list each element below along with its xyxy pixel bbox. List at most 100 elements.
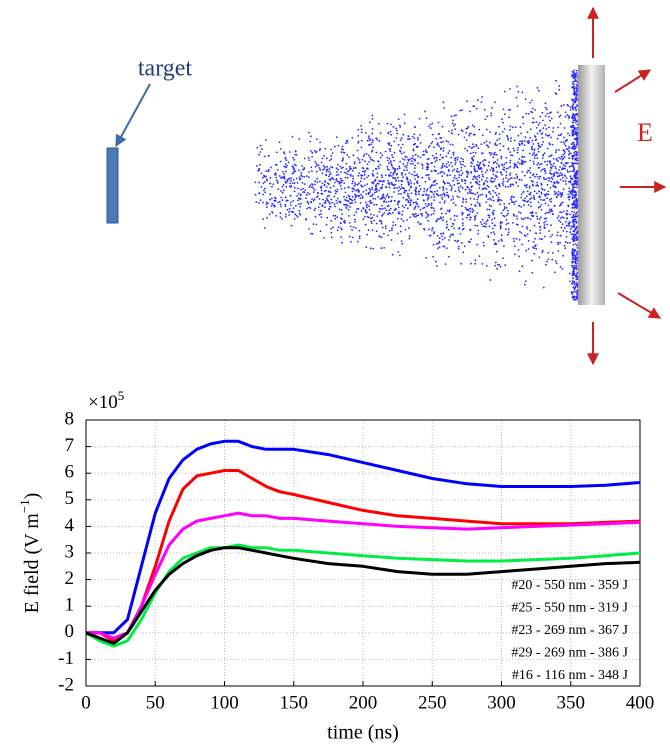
particle bbox=[453, 228, 455, 230]
particle bbox=[494, 154, 496, 156]
particle bbox=[383, 247, 385, 249]
particle bbox=[477, 192, 479, 194]
particle bbox=[414, 189, 416, 191]
particle bbox=[285, 182, 287, 184]
particle bbox=[324, 166, 326, 168]
particle bbox=[474, 204, 476, 206]
particle bbox=[339, 209, 341, 211]
particle bbox=[476, 179, 478, 181]
particle bbox=[559, 166, 561, 168]
particle bbox=[447, 152, 449, 154]
particle bbox=[430, 185, 432, 187]
particle bbox=[446, 247, 448, 249]
particle bbox=[361, 140, 363, 142]
particle bbox=[296, 178, 298, 180]
particle bbox=[318, 206, 320, 208]
particle bbox=[337, 169, 339, 171]
particle bbox=[525, 280, 527, 282]
particle bbox=[499, 134, 501, 136]
particle bbox=[534, 190, 536, 192]
particle bbox=[576, 221, 578, 223]
particle bbox=[373, 160, 375, 162]
particle bbox=[574, 178, 576, 180]
particle bbox=[546, 193, 548, 195]
particle bbox=[270, 167, 272, 169]
particle bbox=[478, 187, 480, 189]
particle bbox=[575, 131, 577, 133]
particle bbox=[425, 151, 427, 153]
particle bbox=[444, 183, 446, 185]
particle bbox=[535, 212, 537, 214]
particle bbox=[497, 264, 499, 266]
particle bbox=[537, 143, 539, 145]
particle bbox=[571, 179, 573, 181]
particle bbox=[559, 211, 561, 213]
particle bbox=[556, 196, 558, 198]
particle bbox=[269, 213, 271, 215]
particle bbox=[300, 194, 302, 196]
particle bbox=[504, 206, 506, 208]
particle bbox=[409, 202, 411, 204]
particle bbox=[453, 115, 455, 117]
particle bbox=[573, 271, 575, 273]
particle bbox=[298, 203, 300, 205]
particle bbox=[466, 186, 468, 188]
particle bbox=[519, 239, 521, 241]
particle bbox=[271, 186, 273, 188]
y-axis-label-exponent: −1 bbox=[17, 499, 32, 513]
particle bbox=[345, 142, 347, 144]
particle bbox=[401, 218, 403, 220]
particle bbox=[340, 202, 342, 204]
particle bbox=[498, 164, 500, 166]
particle bbox=[414, 175, 416, 177]
particle bbox=[561, 105, 563, 107]
particle bbox=[282, 199, 284, 201]
particle bbox=[482, 134, 484, 136]
particle bbox=[422, 165, 424, 167]
particle bbox=[431, 143, 433, 145]
particle bbox=[500, 172, 502, 174]
particle bbox=[327, 169, 329, 171]
particle bbox=[382, 208, 384, 210]
particle bbox=[348, 209, 350, 211]
particle bbox=[532, 108, 534, 110]
particle bbox=[527, 233, 529, 235]
particle bbox=[364, 160, 366, 162]
particle bbox=[265, 139, 267, 141]
particle bbox=[451, 226, 453, 228]
particle bbox=[464, 245, 466, 247]
particle bbox=[440, 141, 442, 143]
particle bbox=[525, 113, 527, 115]
particle bbox=[547, 160, 549, 162]
particle bbox=[534, 198, 536, 200]
y-tick-label: 1 bbox=[65, 595, 75, 616]
particle bbox=[331, 202, 333, 204]
particle bbox=[370, 214, 372, 216]
particle bbox=[474, 134, 476, 136]
particle bbox=[393, 160, 395, 162]
particle bbox=[410, 192, 412, 194]
particle bbox=[393, 126, 395, 128]
particle bbox=[575, 286, 577, 288]
particle bbox=[448, 164, 450, 166]
particle bbox=[266, 203, 268, 205]
particle bbox=[498, 197, 500, 199]
particle bbox=[555, 80, 557, 82]
particle bbox=[466, 217, 468, 219]
particle bbox=[500, 225, 502, 227]
particle bbox=[572, 293, 574, 295]
particle bbox=[294, 214, 296, 216]
particle bbox=[327, 182, 329, 184]
particle bbox=[388, 209, 390, 211]
particle bbox=[508, 222, 510, 224]
particle bbox=[517, 105, 519, 107]
particle bbox=[383, 180, 385, 182]
particle bbox=[316, 171, 318, 173]
particle bbox=[576, 124, 578, 126]
particle bbox=[567, 170, 569, 172]
particle bbox=[461, 179, 463, 181]
particle bbox=[408, 196, 410, 198]
particle bbox=[542, 250, 544, 252]
particle bbox=[433, 193, 435, 195]
particle bbox=[576, 290, 578, 292]
